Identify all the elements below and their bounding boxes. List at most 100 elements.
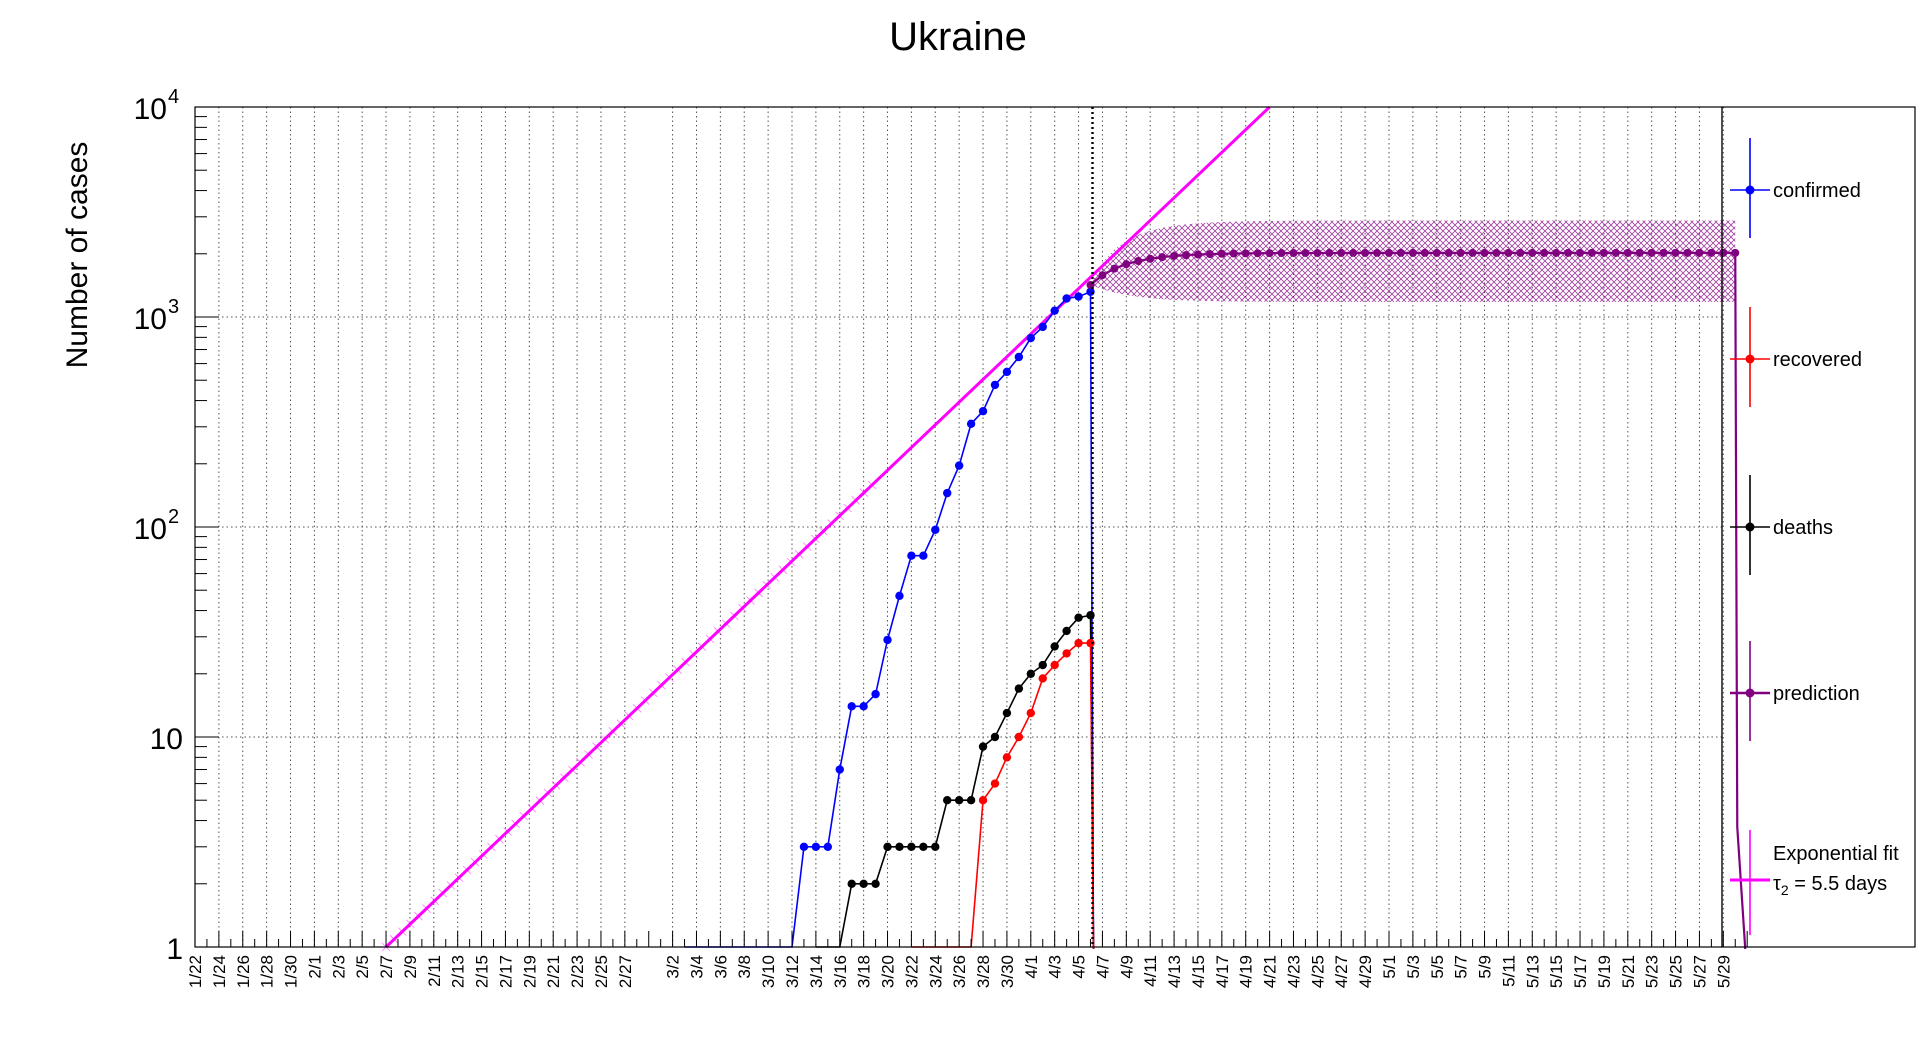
x-tick-label: 2/11 — [425, 955, 444, 987]
x-tick-label: 5/1 — [1380, 955, 1399, 979]
confirmed-point — [978, 406, 988, 416]
x-tick-label: 3/16 — [831, 955, 850, 988]
confirmed-point — [835, 765, 844, 774]
prediction-point — [1408, 248, 1417, 257]
x-tick-label: 4/27 — [1332, 955, 1351, 988]
prediction-point — [1205, 250, 1214, 259]
x-tick-label: 3/30 — [998, 955, 1017, 988]
x-tick-label: 3/10 — [759, 955, 778, 988]
confirmed-point — [1062, 294, 1071, 303]
prediction-point — [1170, 251, 1179, 260]
exponential-fit-line — [385, 105, 1271, 949]
prediction-point — [1385, 248, 1393, 257]
deaths-point — [859, 879, 868, 888]
prediction-point — [1444, 248, 1453, 257]
legend-marker — [1745, 522, 1755, 532]
x-tick-label: 1/28 — [258, 955, 277, 988]
x-tick-label: 3/22 — [902, 955, 921, 988]
confirmed-point — [871, 689, 880, 699]
prediction-point — [1540, 248, 1549, 257]
y-tick-base: 1 — [166, 933, 183, 966]
confirmed-point — [990, 380, 1000, 390]
confirmed-point — [859, 702, 868, 711]
deaths-point — [1050, 642, 1059, 651]
y-axis-label: Number of cases — [61, 142, 94, 369]
prediction-point — [1337, 248, 1346, 257]
confirmed-point — [811, 842, 821, 852]
deaths-point — [907, 842, 916, 852]
x-tick-label: 3/12 — [783, 955, 802, 988]
legend-label: prediction — [1773, 683, 1860, 705]
x-tick-label: 4/7 — [1093, 955, 1112, 979]
prediction-point — [1647, 248, 1656, 257]
x-tick-label: 1/26 — [234, 955, 253, 988]
prediction-point — [1349, 248, 1358, 257]
x-tick-label: 5/5 — [1428, 955, 1447, 979]
x-tick-label: 3/4 — [687, 955, 706, 979]
legend-label: recovered — [1773, 349, 1862, 371]
confirmed-point — [1038, 322, 1047, 332]
x-tick-label: 2/13 — [449, 955, 468, 988]
y-tick-exponent: 2 — [168, 506, 179, 528]
prediction-point — [1396, 248, 1405, 257]
prediction-point — [1313, 248, 1322, 257]
x-tick-label: 4/5 — [1070, 955, 1089, 979]
confirmed-point — [1014, 352, 1024, 362]
legend-label: Exponential fit — [1773, 843, 1899, 865]
prediction-point — [1480, 248, 1489, 257]
prediction-point — [1492, 248, 1501, 257]
prediction-band-area — [1090, 220, 1736, 302]
deaths-point — [990, 732, 1000, 742]
confirmed-point — [1074, 292, 1083, 301]
series-prediction — [1086, 248, 1747, 950]
deaths-point — [1026, 669, 1036, 678]
deaths-point — [954, 796, 964, 805]
y-tick-base: 10 — [134, 513, 167, 546]
prediction-line — [1089, 251, 1747, 950]
prediction-point — [1110, 264, 1119, 273]
prediction-point — [1707, 248, 1716, 257]
legend-entry-deaths: deaths — [1730, 475, 1833, 575]
x-tick-label: 4/1 — [1022, 955, 1041, 979]
x-tick-label: 3/6 — [711, 955, 730, 979]
prediction-point — [1528, 248, 1537, 257]
x-tick-label: 2/3 — [329, 955, 348, 979]
y-tick-label: 10 — [150, 723, 183, 756]
x-tick-label: 3/26 — [950, 955, 969, 988]
x-tick-label: 3/2 — [664, 955, 683, 979]
confirmed-point — [883, 635, 892, 645]
x-tick-label: 5/13 — [1523, 955, 1542, 988]
deaths-point — [919, 842, 928, 852]
x-tick-label: 2/7 — [377, 955, 396, 979]
prediction-point — [1587, 248, 1596, 257]
prediction-point — [1265, 249, 1274, 258]
confirmed-point — [931, 525, 940, 534]
x-tick-label: 4/23 — [1284, 955, 1303, 988]
prediction-point — [1564, 248, 1573, 257]
prediction-point — [1146, 254, 1155, 263]
prediction-point — [1361, 248, 1370, 257]
deaths-point — [978, 742, 988, 751]
x-tick-label: 5/19 — [1595, 955, 1614, 988]
prediction-point — [1611, 248, 1620, 257]
x-tick-label: 5/9 — [1476, 955, 1495, 979]
deaths-point — [931, 842, 940, 852]
legend-frame — [1721, 106, 1916, 948]
x-tick-label: 4/25 — [1308, 955, 1327, 988]
prediction-point — [1456, 248, 1465, 257]
x-tick-label: 2/5 — [353, 955, 372, 979]
deaths-point — [1074, 613, 1083, 622]
x-tick-label: 2/9 — [401, 955, 420, 979]
x-tick-label: 2/19 — [520, 955, 539, 988]
prediction-point — [1193, 250, 1202, 259]
recovered-point — [1074, 638, 1083, 648]
chart-title: Ukraine — [889, 15, 1027, 59]
y-tick-label: 10 2 — [134, 506, 180, 546]
x-tick-label: 5/23 — [1643, 955, 1662, 988]
y-tick-base: 10 — [150, 723, 183, 756]
prediction-point — [1253, 249, 1262, 258]
x-tick-label: 3/18 — [855, 955, 874, 988]
deaths-point — [883, 842, 892, 852]
x-tick-label: 5/27 — [1690, 955, 1709, 988]
prediction-point — [1659, 248, 1668, 257]
